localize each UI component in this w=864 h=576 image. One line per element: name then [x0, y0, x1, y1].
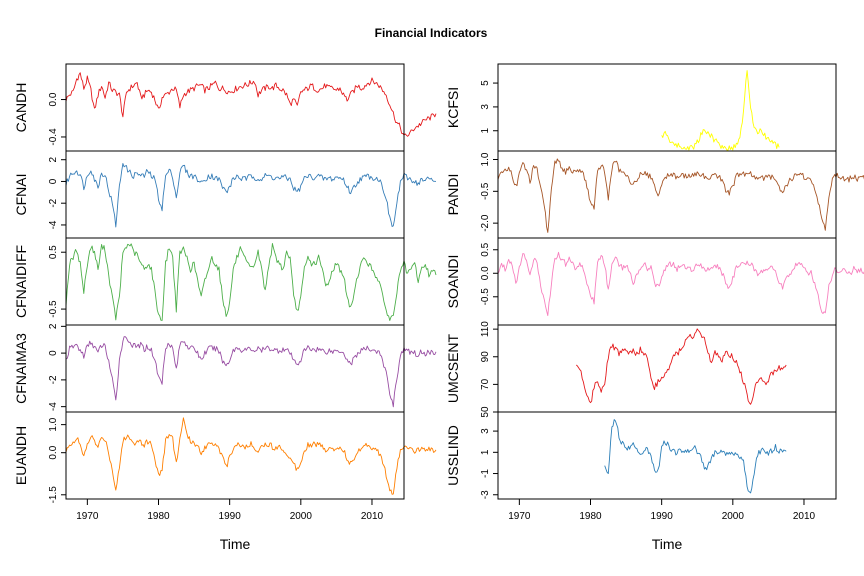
panel-label-umcsent: UMCSENT — [445, 333, 461, 403]
y-tick-label: 1 — [480, 449, 491, 455]
panel-pandi: -2.0 -0.5 1.0 PANDI — [445, 150, 864, 239]
panel-label-euandh: EUANDH — [13, 426, 29, 485]
series-line-kcfsi — [661, 70, 780, 151]
panel-soandi: -0.5 0.0 0.5 SOANDI — [445, 237, 864, 326]
panel-cfnai: -4 -2 0 2 CFNAI — [13, 150, 437, 239]
panel-frame — [497, 237, 837, 326]
panel-label-candh: CANDH — [13, 83, 29, 133]
series-line-cfnaidiff — [65, 243, 437, 321]
series-line-cfnaima3 — [65, 336, 437, 408]
series-line-candh — [65, 72, 437, 137]
series-line-cfnai — [65, 163, 437, 228]
panel-frame — [65, 63, 405, 152]
panel-frame — [65, 324, 405, 413]
y-tick-label: -1 — [480, 469, 491, 478]
series-line-usslind — [604, 419, 787, 494]
x-tick-label: 1970 — [508, 511, 531, 522]
x-tick-label: 1980 — [147, 511, 170, 522]
series-line-umcsent — [575, 328, 787, 405]
panel-usslind: -3 -1 1 3 USSLIND — [445, 411, 837, 500]
x-tick-label: 1990 — [651, 511, 674, 522]
panel-umcsent: 50 70 90 110 UMCSENT — [445, 321, 837, 418]
y-tick-label: -0.4 — [48, 128, 59, 146]
y-tick-label: 0.0 — [48, 92, 59, 106]
y-tick-label: 50 — [480, 406, 491, 418]
panel-euandh: -1.5 0.0 1.0 EUANDH — [13, 411, 437, 504]
x-axis-right: 1970 1980 1990 2000 2010 Time — [508, 498, 816, 552]
y-tick-label: -0.5 — [48, 300, 59, 318]
panels: -0.40.0CANDH-4-202CFNAI-0.50.5CFNAIDIFF-… — [13, 63, 864, 552]
x-tick-label: 1970 — [76, 511, 99, 522]
x-tick-label: 2000 — [722, 511, 745, 522]
x-axis-title: Time — [220, 536, 251, 552]
y-tick-label: 1.0 — [480, 152, 491, 166]
y-tick-label: -1.5 — [48, 486, 59, 504]
x-tick-label: 2000 — [290, 511, 313, 522]
panel-label-cfnaima3: CFNAIMA3 — [13, 333, 29, 404]
y-tick-label: 0.5 — [48, 245, 59, 259]
y-tick-label: 5 — [480, 80, 491, 86]
x-tick-label: 2010 — [793, 511, 816, 522]
panel-label-cfnai: CFNAI — [13, 174, 29, 216]
y-tick-label: 70 — [480, 378, 491, 390]
y-tick-label: 1 — [480, 128, 491, 134]
panel-label-pandi: PANDI — [445, 174, 461, 216]
panel-label-cfnaidiff: CFNAIDIFF — [13, 245, 29, 318]
y-tick-label: 3 — [480, 428, 491, 434]
y-tick-label: 2 — [48, 323, 59, 329]
series-line-euandh — [65, 417, 437, 495]
y-tick-label: 3 — [480, 104, 491, 110]
y-tick-label: 110 — [480, 321, 491, 337]
y-tick-label: 0.0 — [48, 445, 59, 459]
panel-frame — [497, 411, 837, 500]
y-tick-label: -2.0 — [480, 214, 491, 232]
y-tick-label: -0.5 — [480, 182, 491, 200]
panel-label-soandi: SOANDI — [445, 255, 461, 309]
series-line-soandi — [497, 251, 864, 317]
y-tick-label: -4 — [48, 220, 59, 229]
panel-label-usslind: USSLIND — [445, 425, 461, 486]
x-axis-title: Time — [652, 536, 683, 552]
y-tick-label: -0.5 — [480, 288, 491, 306]
panel-frame — [497, 324, 837, 413]
figure-title: Financial Indicators — [375, 26, 488, 40]
y-tick-label: -2 — [48, 198, 59, 207]
x-tick-label: 1980 — [579, 511, 602, 522]
panel-candh: -0.4 0.0 CANDH — [13, 63, 437, 152]
series-line-pandi — [497, 158, 864, 233]
y-tick-label: 2 — [48, 156, 59, 162]
y-tick-label: -4 — [48, 402, 59, 411]
panel-frame — [65, 150, 405, 239]
y-tick-label: -3 — [480, 490, 491, 499]
x-tick-label: 1990 — [219, 511, 242, 522]
y-tick-label: 0 — [48, 178, 59, 184]
y-tick-label: -2 — [48, 375, 59, 384]
y-tick-label: 0 — [48, 350, 59, 356]
x-axis-left: 1970 1980 1990 2000 2010 Time — [76, 498, 384, 552]
panel-cfnaidiff: -0.5 0.5 CFNAIDIFF — [13, 237, 437, 326]
y-tick-label: 1.0 — [48, 417, 59, 431]
y-tick-label: 90 — [480, 351, 491, 363]
panel-frame — [497, 63, 837, 152]
panel-kcfsi: 1 3 5 KCFSI — [445, 63, 837, 152]
panel-label-kcfsi: KCFSI — [445, 87, 461, 128]
x-tick-label: 2010 — [361, 511, 384, 522]
y-tick-label: 0.5 — [480, 242, 491, 256]
y-tick-label: 0.0 — [480, 266, 491, 280]
panel-cfnaima3: -4 -2 0 2 CFNAIMA3 — [13, 323, 437, 413]
